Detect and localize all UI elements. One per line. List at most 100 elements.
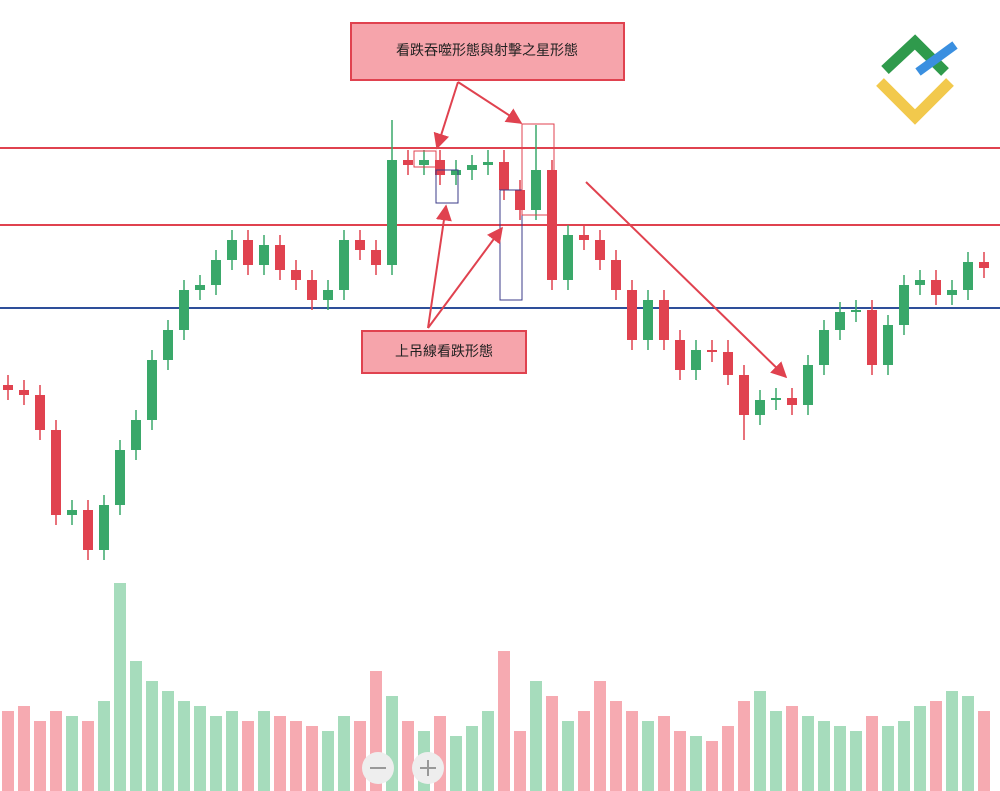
candle-body bbox=[563, 235, 573, 280]
annotation: 看跌吞噬形態與射擊之星形態 bbox=[396, 42, 578, 59]
volume-bar bbox=[274, 716, 286, 791]
candle-body bbox=[819, 330, 829, 365]
volume-bar bbox=[786, 706, 798, 791]
candle-body bbox=[579, 235, 589, 240]
arrow bbox=[427, 226, 503, 329]
volume-bar bbox=[498, 651, 510, 791]
candle-body bbox=[851, 310, 861, 312]
volume-bar bbox=[690, 736, 702, 791]
candle-body bbox=[883, 325, 893, 365]
volume-bar bbox=[338, 716, 350, 791]
candle-body bbox=[979, 262, 989, 268]
candle-body bbox=[147, 360, 157, 420]
volume-bar bbox=[258, 711, 270, 791]
arrow bbox=[585, 181, 788, 379]
candle-body bbox=[787, 398, 797, 405]
volume-bar bbox=[674, 731, 686, 791]
candle-body bbox=[547, 170, 557, 280]
volume-bar bbox=[962, 696, 974, 791]
candle-body bbox=[275, 245, 285, 270]
volume-bar bbox=[66, 716, 78, 791]
volume-bar bbox=[898, 721, 910, 791]
candle-body bbox=[243, 240, 253, 265]
volume-bar bbox=[178, 701, 190, 791]
pattern-box bbox=[435, 169, 459, 204]
overlays bbox=[413, 81, 788, 379]
volume-bar bbox=[114, 583, 126, 791]
volume-bar bbox=[146, 681, 158, 791]
volume-bar bbox=[306, 726, 318, 791]
volume-bar bbox=[626, 711, 638, 791]
volume-bar bbox=[802, 716, 814, 791]
annotation-box bbox=[361, 330, 527, 374]
volume-bar bbox=[722, 726, 734, 791]
candle-body bbox=[131, 420, 141, 450]
candle-body bbox=[771, 398, 781, 400]
candle-body bbox=[515, 190, 525, 210]
arrow bbox=[427, 204, 452, 329]
candle-body bbox=[67, 510, 77, 515]
volume-bar bbox=[658, 716, 670, 791]
volume-bar bbox=[2, 711, 14, 791]
candle-body bbox=[99, 505, 109, 550]
volume-bar bbox=[530, 681, 542, 791]
volume-bar bbox=[738, 701, 750, 791]
candle-body bbox=[915, 280, 925, 285]
volume-bar bbox=[930, 701, 942, 791]
volume-bar bbox=[130, 661, 142, 791]
candle-body bbox=[339, 240, 349, 290]
candle-body bbox=[835, 312, 845, 330]
candle-body bbox=[483, 162, 493, 165]
candle-body bbox=[659, 300, 669, 340]
candle-body bbox=[323, 290, 333, 300]
candle-body bbox=[451, 170, 461, 175]
volume-bar bbox=[882, 726, 894, 791]
candle-body bbox=[947, 290, 957, 295]
candle-body bbox=[867, 310, 877, 365]
candle-body bbox=[307, 280, 317, 300]
volume-bar bbox=[594, 681, 606, 791]
pattern-box bbox=[499, 189, 523, 301]
volume-bar bbox=[546, 696, 558, 791]
arrow bbox=[433, 81, 459, 150]
candle-body bbox=[259, 245, 269, 265]
candle-body bbox=[611, 260, 621, 290]
volume-bar bbox=[82, 721, 94, 791]
candle-body bbox=[643, 300, 653, 340]
candle-body bbox=[627, 290, 637, 340]
volume-bar bbox=[770, 711, 782, 791]
volume-bar bbox=[290, 721, 302, 791]
zoom-out-button[interactable] bbox=[362, 752, 394, 784]
volume-bar bbox=[450, 736, 462, 791]
pattern-box bbox=[521, 123, 555, 216]
volume-bar bbox=[850, 731, 862, 791]
candle-body bbox=[227, 240, 237, 260]
candle-body bbox=[435, 160, 445, 175]
volume-bar bbox=[242, 721, 254, 791]
candle-body bbox=[195, 285, 205, 290]
volume-bar bbox=[610, 701, 622, 791]
candle-body bbox=[163, 330, 173, 360]
candle-body bbox=[595, 240, 605, 260]
volume-bar bbox=[18, 706, 30, 791]
candle-body bbox=[3, 385, 13, 390]
zoom-in-button[interactable] bbox=[412, 752, 444, 784]
arrow bbox=[457, 81, 523, 124]
candle-body bbox=[211, 260, 221, 285]
annotation-box bbox=[350, 22, 625, 81]
candle-body bbox=[387, 160, 397, 265]
volume-bar bbox=[98, 701, 110, 791]
volume-bar bbox=[210, 716, 222, 791]
volume-bar bbox=[34, 721, 46, 791]
volume-bar bbox=[322, 731, 334, 791]
volume-bar bbox=[642, 721, 654, 791]
candle-body bbox=[291, 270, 301, 280]
volume-bar bbox=[562, 721, 574, 791]
candle-body bbox=[51, 430, 61, 515]
annotation: 上吊線看跌形態 bbox=[395, 344, 493, 360]
candle-body bbox=[35, 395, 45, 430]
candle-body bbox=[83, 510, 93, 550]
candle-body bbox=[419, 160, 429, 165]
candle-body bbox=[115, 450, 125, 505]
volume-bar bbox=[354, 721, 366, 791]
